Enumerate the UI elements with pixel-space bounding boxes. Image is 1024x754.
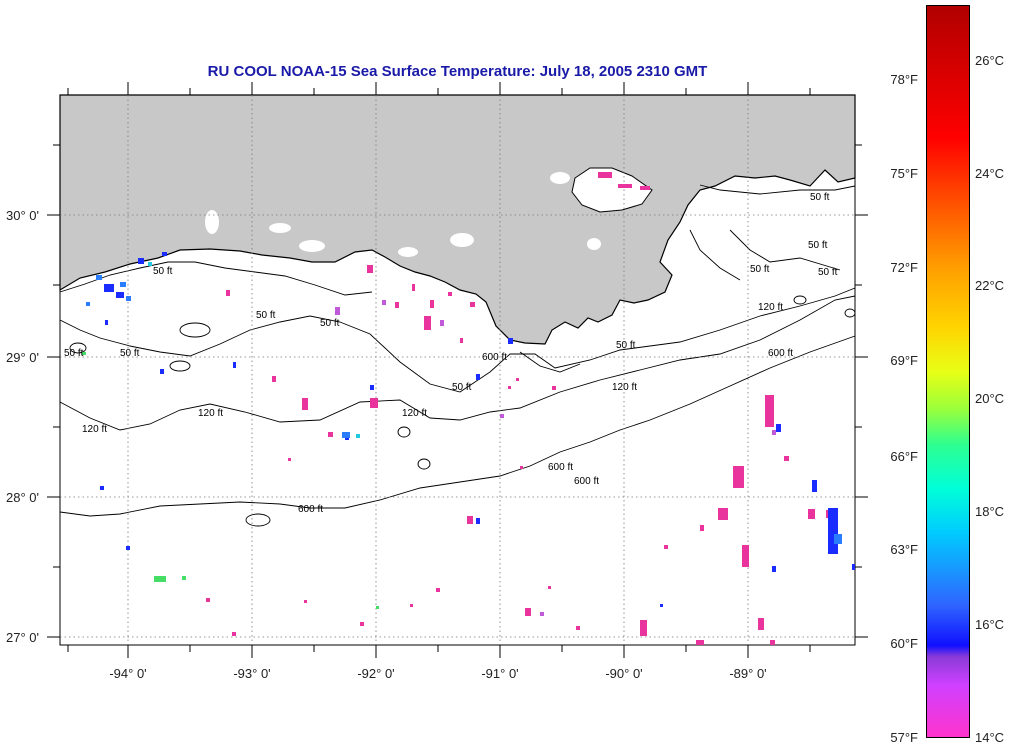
colorbar-c-label: 26°C — [975, 53, 1005, 68]
contour-label: 50 ft — [818, 267, 838, 278]
colorbar-c-label: 18°C — [975, 504, 1005, 519]
lat-label: 30° 0' — [6, 208, 39, 223]
colorbar-c-label: 22°C — [975, 278, 1005, 293]
colorbar-c-label: 16°C — [975, 617, 1005, 632]
lon-label: -94° 0' — [109, 666, 146, 681]
temperature-colorbar — [926, 5, 970, 738]
colorbar-f-label: 69°F — [890, 353, 918, 368]
contour-label: 50 ft — [452, 382, 472, 393]
colorbar-c-label: 20°C — [975, 391, 1005, 406]
contour-label: 120 ft — [402, 408, 427, 419]
colorbar-f-label: 75°F — [890, 166, 918, 181]
contour-label: 120 ft — [612, 382, 637, 393]
colorbar-f-label: 78°F — [890, 72, 918, 87]
contour-label: 50 ft — [616, 340, 636, 351]
lon-labels: -94° 0' -93° 0' -92° 0' -91° 0' -90° 0' … — [109, 666, 766, 681]
sst-patches — [82, 172, 855, 645]
colorbar-f-label: 57°F — [890, 730, 918, 745]
lon-label: -90° 0' — [605, 666, 642, 681]
lake-pontchartrain — [571, 167, 653, 213]
sst-map: 50 ft 50 ft 50 ft 50 ft 50 ft 50 ft 50 f… — [6, 82, 868, 681]
contour-label: 50 ft — [750, 264, 770, 275]
colorbar-f-label: 63°F — [890, 542, 918, 557]
contour-label: 120 ft — [82, 424, 107, 435]
contour-label: 120 ft — [198, 408, 223, 419]
contour-label: 600 ft — [768, 348, 793, 359]
contour-label: 50 ft — [120, 348, 140, 359]
contour-label: 600 ft — [482, 352, 507, 363]
colorbar-c-label: 24°C — [975, 166, 1005, 181]
colorbar-c-label: 14°C — [975, 730, 1005, 745]
contour-label: 50 ft — [256, 310, 276, 321]
contour-label: 50 ft — [810, 192, 830, 203]
lon-label: -92° 0' — [357, 666, 394, 681]
colorbar-f-label: 66°F — [890, 449, 918, 464]
contour-label: 50 ft — [320, 318, 340, 329]
colorbar-f-label: 60°F — [890, 636, 918, 651]
contour-label: 600 ft — [548, 462, 573, 473]
lakes — [205, 172, 601, 257]
contour-label: 120 ft — [758, 302, 783, 313]
contour-label: 50 ft — [64, 348, 84, 359]
lon-label: -91° 0' — [481, 666, 518, 681]
lat-label: 27° 0' — [6, 630, 39, 645]
contour-label: 600 ft — [298, 504, 323, 515]
lat-label: 28° 0' — [6, 490, 39, 505]
map-title: RU COOL NOAA-15 Sea Surface Temperature:… — [207, 63, 708, 80]
colorbar-f-label: 72°F — [890, 260, 918, 275]
lat-labels: 30° 0' 29° 0' 28° 0' 27° 0' — [6, 208, 39, 645]
contour-label: 600 ft — [574, 476, 599, 487]
lat-label: 29° 0' — [6, 350, 39, 365]
axis-ticks — [47, 82, 868, 658]
lon-label: -89° 0' — [729, 666, 766, 681]
contour-label: 50 ft — [808, 240, 828, 251]
land-mass — [59, 94, 856, 345]
bathymetry-contours — [59, 184, 856, 527]
contour-label: 50 ft — [153, 266, 173, 277]
lon-label: -93° 0' — [233, 666, 270, 681]
lat-lon-grid — [60, 95, 855, 645]
contour-labels: 50 ft 50 ft 50 ft 50 ft 50 ft 50 ft 50 f… — [64, 192, 838, 515]
